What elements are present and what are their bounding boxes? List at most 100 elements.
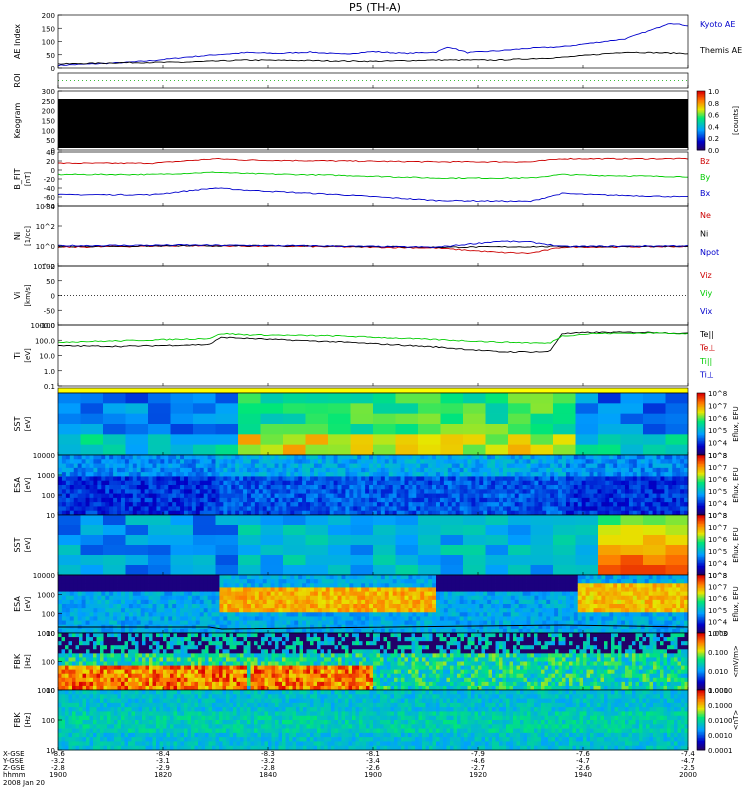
heatmap-cell: [97, 463, 102, 469]
heatmap-cell: [601, 480, 606, 486]
heatmap-cell: [89, 467, 94, 473]
heatmap-cell: [195, 575, 201, 580]
heatmap-cell: [416, 628, 421, 634]
heatmap-cell: [628, 455, 634, 460]
heatmap-cell: [164, 489, 169, 494]
heatmap-cell: [542, 497, 547, 503]
heatmap-cell: [207, 599, 212, 605]
heatmap-cell: [260, 535, 284, 546]
heatmap-cell: [144, 476, 149, 482]
heatmap-cell: [443, 489, 449, 494]
heatmap-cell: [534, 604, 539, 609]
heatmap-cell: [317, 583, 323, 588]
heatmap-cell: [569, 624, 575, 630]
heatmap-cell: [436, 472, 441, 477]
heatmap-cell: [254, 485, 260, 490]
heatmap-cell: [506, 587, 512, 592]
heatmap-cell: [483, 459, 488, 464]
heatmap-cell: [219, 612, 224, 617]
heatmap-cell: [81, 608, 86, 613]
heatmap-cell: [601, 591, 606, 597]
heatmap-cell: [376, 502, 382, 507]
heatmap-cell: [357, 608, 362, 613]
heatmap-cell: [459, 502, 464, 507]
heatmap-cell: [128, 467, 134, 473]
heatmap-cell: [238, 424, 261, 435]
heatmap-cell: [420, 591, 425, 597]
heatmap-cell: [81, 480, 86, 486]
heatmap-cell: [266, 510, 272, 516]
heatmap-cell: [262, 612, 268, 617]
heatmap-cell: [140, 612, 146, 617]
heatmap-cell: [463, 579, 468, 584]
heatmap-cell: [609, 463, 614, 469]
heatmap-cell: [223, 489, 228, 494]
heatmap-cell: [168, 480, 173, 486]
heatmap-cell: [207, 455, 212, 460]
heatmap-cell: [235, 510, 240, 516]
colorbar-cell: [697, 130, 705, 133]
heatmap-cell: [148, 444, 171, 456]
heatmap-cell: [439, 604, 445, 609]
heatmap-cell: [164, 502, 169, 507]
heatmap-cell: [526, 493, 531, 499]
heatmap-cell: [121, 612, 126, 617]
heatmap-cell: [341, 463, 346, 469]
heatmap-cell: [530, 608, 535, 613]
heatmap-cell: [258, 472, 264, 477]
heatmap-cell: [416, 599, 421, 605]
heatmap-cell: [455, 467, 461, 473]
heatmap-cell: [459, 624, 464, 630]
heatmap-cell: [195, 599, 201, 605]
heatmap-cell: [207, 506, 212, 512]
heatmap-cell: [589, 620, 594, 626]
heatmap-cell: [211, 463, 216, 469]
heatmap-cell: [160, 591, 165, 597]
heatmap-cell: [203, 485, 209, 490]
heatmap-cell: [258, 628, 264, 634]
heatmap-cell: [491, 616, 496, 621]
heatmap-cell: [61, 628, 67, 634]
heatmap-cell: [321, 599, 327, 605]
heatmap-cell: [313, 502, 319, 507]
heatmap-cell: [164, 493, 169, 499]
heatmap-cell: [211, 608, 216, 613]
colorbar-tick-label: 0.6: [708, 112, 720, 120]
heatmap-cell: [613, 472, 618, 477]
heatmap-cell: [395, 403, 419, 415]
colorbar-cell: [697, 512, 705, 514]
heatmap-cell: [152, 480, 157, 486]
heatmap-cell: [665, 413, 689, 425]
heatmap-cell: [392, 485, 398, 490]
colorbar-cell: [697, 441, 705, 444]
heatmap-cell: [392, 620, 398, 626]
heatmap-cell: [593, 628, 598, 634]
heatmap-cell: [345, 599, 350, 605]
heatmap-cell: [223, 493, 228, 499]
heatmap-cell: [58, 525, 81, 536]
heatmap-cell: [605, 608, 610, 613]
heatmap-cell: [235, 497, 240, 503]
heatmap-cell: [124, 599, 130, 605]
heatmap-cell: [684, 489, 689, 494]
heatmap-cell: [306, 497, 311, 503]
heatmap-cell: [361, 506, 366, 512]
heatmap-cell: [144, 472, 149, 477]
heatmap-cell: [172, 608, 177, 613]
colorbar-cell: [697, 491, 705, 493]
heatmap-cell: [258, 624, 264, 630]
heatmap-cell: [333, 455, 338, 460]
heatmap-cell: [451, 587, 457, 592]
heatmap-cell: [424, 489, 429, 494]
heatmap-cell: [164, 485, 169, 490]
heatmap-cell: [266, 608, 272, 613]
heatmap-cell: [77, 459, 83, 464]
heatmap-cell: [455, 583, 461, 588]
heatmap-cell: [376, 620, 382, 626]
heatmap-cell: [380, 463, 386, 469]
heatmap-cell: [243, 608, 248, 613]
heatmap-cell: [286, 595, 291, 601]
heatmap-cell: [400, 583, 405, 588]
heatmap-cell: [487, 459, 492, 464]
heatmap-cell: [152, 506, 157, 512]
